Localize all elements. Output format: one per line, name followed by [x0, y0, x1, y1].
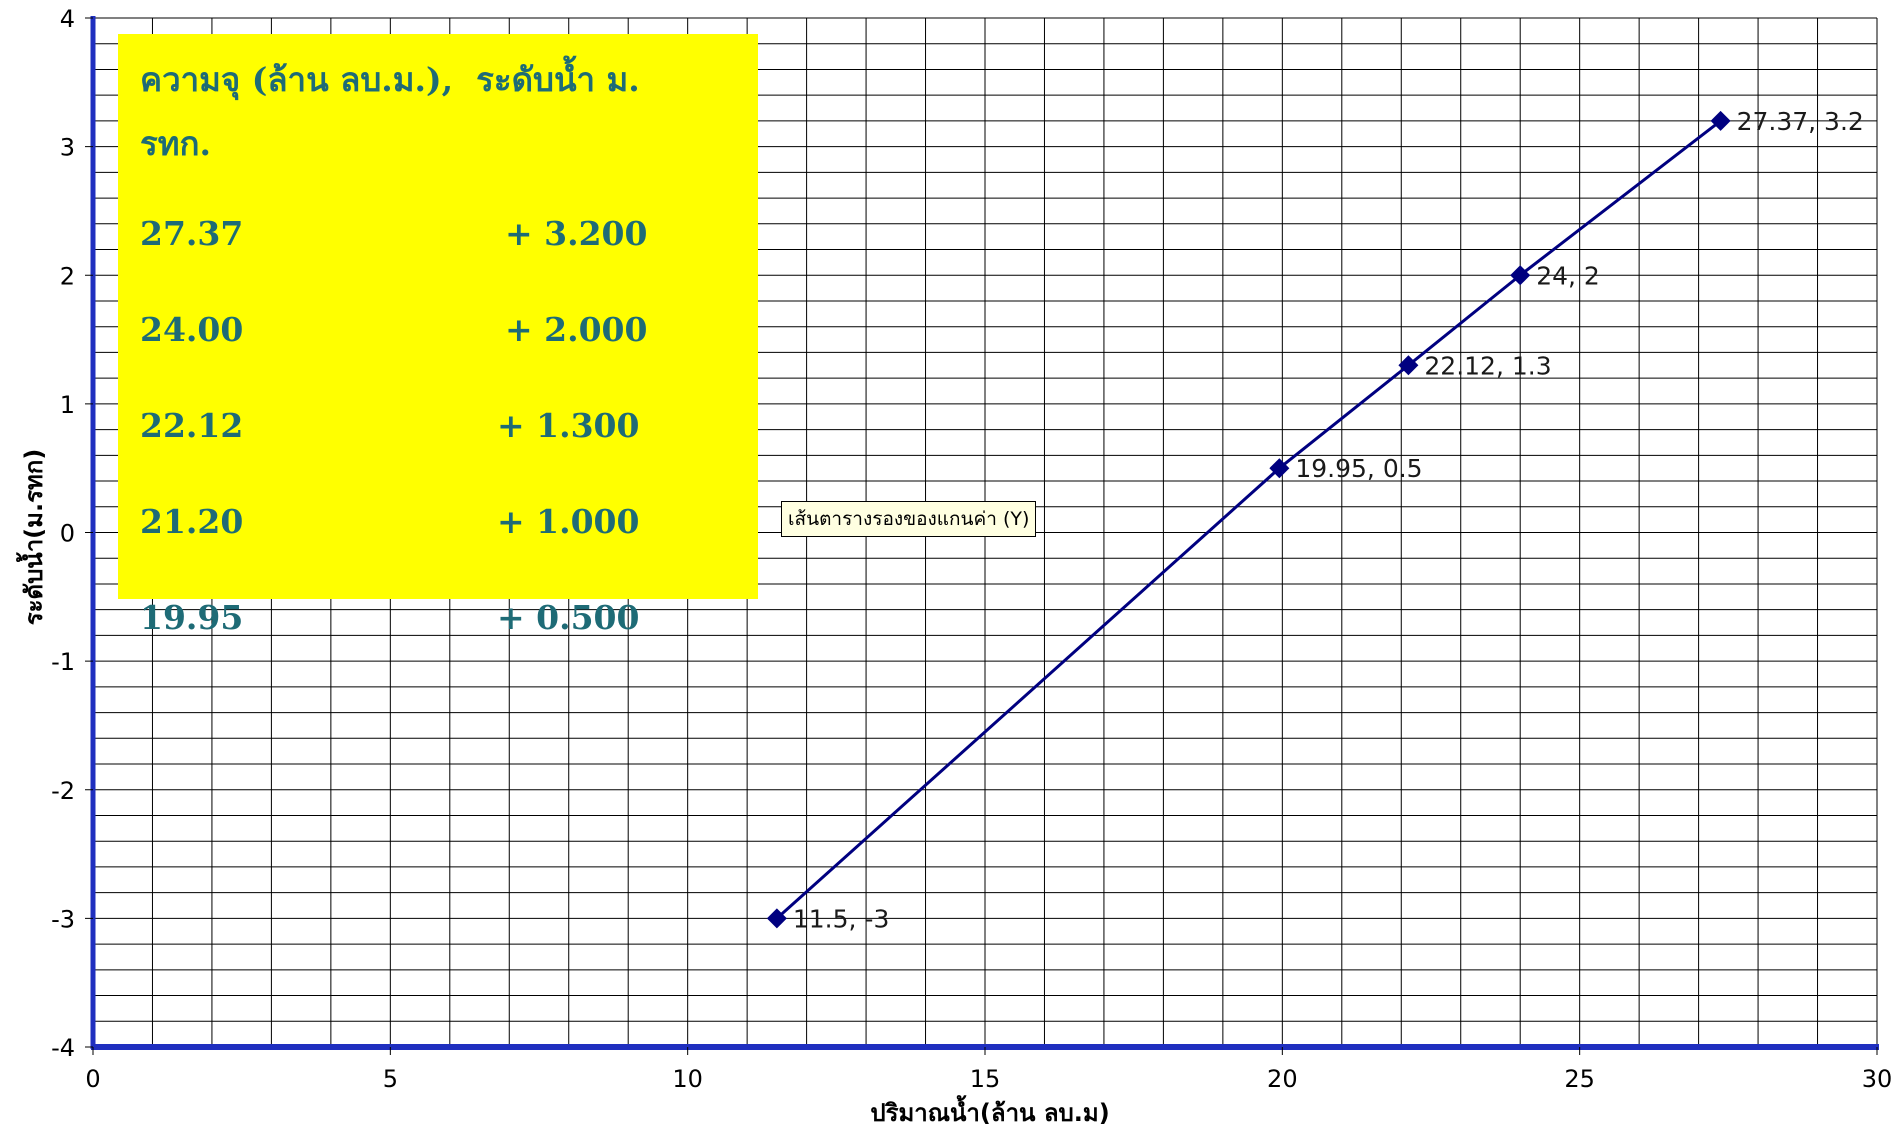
data-point-marker — [1510, 265, 1531, 286]
x-tick-label: 20 — [1267, 1065, 1298, 1093]
chart-series: 11.5, -3 19.95, 0.5 22.12, 1.3 24, 2 27.37, … — [766, 107, 1864, 933]
table-header-level: ระดับน้ำ ม. รทก. — [140, 60, 640, 163]
data-point-label: 11.5, -3 — [793, 904, 889, 933]
data-table-background — [118, 34, 758, 599]
data-point-label: 24, 2 — [1536, 261, 1600, 290]
y-tick-label: 4 — [60, 5, 75, 33]
x-tick-label: 10 — [672, 1065, 703, 1093]
table-cell-volume: 27.37 — [140, 214, 244, 253]
y-tick-label: 1 — [60, 391, 75, 419]
y-tick-label: -4 — [51, 1034, 75, 1062]
x-axis-title: ปริมาณน้ำ(ล้าน ลบ.ม) — [870, 1094, 1109, 1127]
x-tick-label: 30 — [1862, 1065, 1893, 1093]
y-tick-label: 2 — [60, 262, 75, 290]
table-cell-level: + 3.200 — [505, 214, 648, 253]
y-tick-label: -3 — [51, 905, 75, 933]
y-axis-title: ระดับน้ำ(ม.รทก) — [15, 449, 48, 626]
data-point-label: 22.12, 1.3 — [1424, 351, 1551, 380]
table-cell-volume: 24.00 — [140, 310, 244, 349]
table-cell-level: + 2.000 — [505, 310, 648, 349]
x-tick-label: 15 — [970, 1065, 1001, 1093]
table-row: 21.20 + 1.000 — [140, 502, 639, 541]
gridline-tooltip: เส้นตารางรองของแกนค่า (Y) — [781, 501, 1037, 537]
data-point-marker — [1710, 110, 1731, 131]
data-table-header: ความจุ (ล้าน ลบ.ม.), ระดับน้ำ ม. รทก. — [140, 48, 700, 176]
data-point-marker — [1269, 458, 1290, 479]
table-cell-volume: 21.20 — [140, 502, 244, 541]
table-row: 19.95 + 0.500 — [140, 598, 639, 637]
y-tick-label: 0 — [60, 520, 75, 548]
table-cell-level: + 0.500 — [497, 598, 640, 637]
y-tick-label: -2 — [51, 777, 75, 805]
table-row: 24.00 + 2.000 — [140, 310, 647, 349]
table-cell-volume: 19.95 — [140, 598, 244, 637]
x-tick-label: 5 — [383, 1065, 398, 1093]
data-point-marker — [766, 908, 787, 929]
data-point-marker — [1398, 355, 1419, 376]
data-point-label: 19.95, 0.5 — [1295, 454, 1422, 483]
table-row: 27.37 + 3.200 — [140, 214, 647, 253]
table-row: 22.12 + 1.300 — [140, 406, 639, 445]
table-cell-volume: 22.12 — [140, 406, 244, 445]
y-tick-label: -1 — [51, 648, 75, 676]
x-tick-label: 25 — [1564, 1065, 1595, 1093]
table-cell-level: + 1.000 — [497, 502, 640, 541]
table-header-volume: ความจุ (ล้าน ลบ.ม.), — [140, 60, 454, 99]
x-tick-label: 0 — [85, 1065, 100, 1093]
data-point-label: 27.37, 3.2 — [1737, 107, 1864, 136]
y-tick-label: 3 — [60, 134, 75, 162]
table-cell-level: + 1.300 — [497, 406, 640, 445]
